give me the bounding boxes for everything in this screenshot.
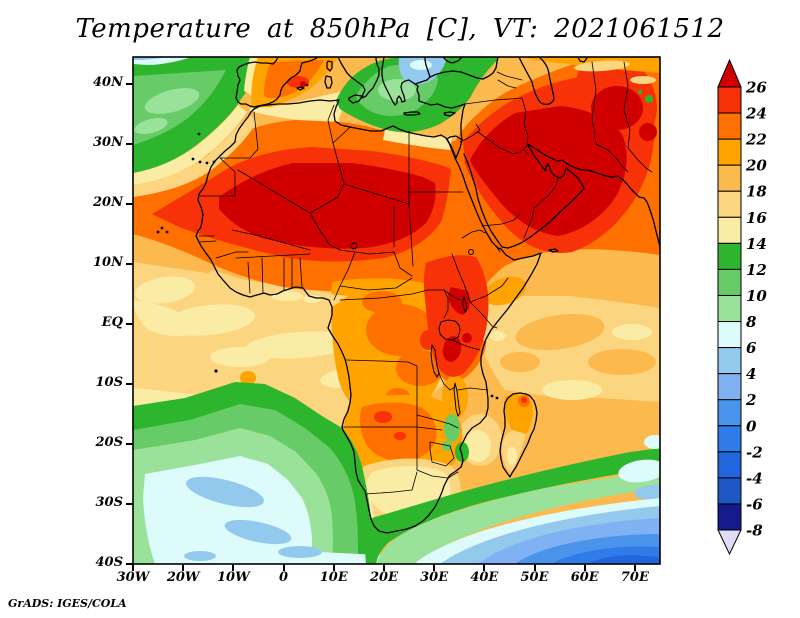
x-tick-mark [232,564,235,571]
x-tick-mark [533,564,536,571]
colorbar-label: 20 [745,157,767,175]
y-tick-label: 30N [93,135,123,150]
colorbar-label: 26 [745,79,767,97]
y-tick-label: 20N [93,195,123,210]
colorbar-cell [717,321,742,349]
y-tick-label: 40S [95,555,123,570]
colorbar-label: -6 [746,495,763,513]
x-tick-mark [282,564,285,571]
colorbar-label: -4 [746,469,763,487]
temperature-fill-layer [133,57,660,564]
x-tick-label: 10E [319,570,348,585]
x-tick-mark [433,564,436,571]
colorbar-label: 24 [745,105,767,123]
colorbar-cell [717,112,742,140]
small-islands [156,83,499,400]
colorbar-below-min-arrow [717,529,742,556]
y-tick-label: 10N [93,255,123,270]
y-tick-mark [126,563,133,565]
colorbar-label: 10 [746,287,767,305]
x-tick-label: 50E [520,570,549,585]
colorbar-cell [717,373,742,401]
colorbar-cell [717,294,742,323]
y-tick-mark [126,143,133,145]
colorbar-above-max-arrow [717,58,742,88]
colorbar-cell [717,164,742,192]
colorbar-label: 22 [745,131,767,149]
coastlines [195,57,660,534]
x-tick-mark [633,564,636,571]
y-tick-label: 10S [95,375,123,390]
colorbar-label: -8 [746,522,763,540]
colorbar-cell [717,503,742,531]
y-tick-mark [126,443,133,445]
y-tick-label: 20S [95,435,123,450]
x-tick-label: 30W [116,570,150,585]
y-tick-mark [126,203,133,205]
x-tick-mark [332,564,335,571]
chart-title: Temperature at 850hPa [C], VT: 202106151… [75,14,725,44]
grads-credit: GrADS: IGES/COLA [8,597,127,610]
x-tick-mark [583,564,586,571]
lakes [350,242,474,417]
country-borders [197,61,653,495]
colorbar-label: 18 [746,183,767,201]
colorbar-label: 8 [746,313,757,331]
colorbar-cell [717,86,742,114]
colorbar-label: -2 [746,443,763,461]
x-tick-mark [182,564,185,571]
colorbar-cell [717,268,742,296]
map-frame [132,56,661,565]
colorbar: 26 24 22 20 18 16 14 12 10 8 6 4 2 0 -2 -4 -6 -8 [700,40,800,580]
colorbar-cell [717,242,742,270]
colorbar-cell [717,216,742,244]
colorbar-label: 16 [746,209,767,227]
y-tick-label: 30S [95,495,123,510]
x-tick-mark [132,564,134,571]
x-tick-label: 10W [217,570,250,585]
y-tick-mark [126,83,133,85]
colorbar-cell [717,190,742,218]
x-tick-mark [483,564,486,571]
colorbar-cell [717,347,742,375]
colorbar-label: 12 [746,261,767,279]
x-tick-label: 30E [420,570,449,585]
y-tick-label: EQ [101,315,123,330]
colorbar-cell [717,138,742,166]
x-tick-label: 20W [166,570,200,585]
x-tick-label: 40E [470,570,499,585]
colorbar-label: 4 [746,365,756,383]
colorbar-label: 0 [746,417,757,435]
colorbar-cell [717,477,742,505]
x-tick-label: 70E [620,570,649,585]
x-tick-label: 0 [279,570,289,585]
y-tick-mark [126,503,133,505]
y-tick-mark [126,383,133,385]
x-tick-label: 60E [570,570,599,585]
colorbar-label: 2 [745,391,756,409]
colorbar-cell [717,425,742,453]
colorbar-cell [717,451,742,479]
y-tick-mark [126,263,133,265]
colorbar-label: 6 [746,339,757,357]
colorbar-label: 14 [746,235,767,253]
x-tick-mark [382,564,385,571]
x-tick-label: 20E [369,570,398,585]
y-tick-label: 40N [93,75,123,90]
y-tick-mark [126,323,133,325]
colorbar-cell [717,399,742,427]
